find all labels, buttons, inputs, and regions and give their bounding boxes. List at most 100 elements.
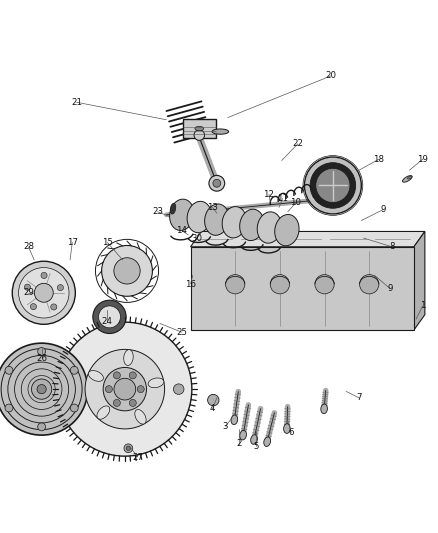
Ellipse shape xyxy=(231,415,238,425)
Ellipse shape xyxy=(407,176,412,179)
Text: 7: 7 xyxy=(357,393,362,402)
Circle shape xyxy=(360,274,379,294)
Text: 8: 8 xyxy=(389,243,395,251)
Circle shape xyxy=(38,423,46,431)
Circle shape xyxy=(25,284,31,290)
Text: 6: 6 xyxy=(289,429,294,438)
Circle shape xyxy=(310,163,356,208)
Text: 25: 25 xyxy=(176,328,187,337)
Text: 12: 12 xyxy=(263,190,275,199)
Ellipse shape xyxy=(283,424,290,433)
Text: 16: 16 xyxy=(185,279,196,288)
Ellipse shape xyxy=(222,207,247,238)
Text: 14: 14 xyxy=(176,226,187,235)
Ellipse shape xyxy=(251,435,258,445)
Circle shape xyxy=(30,304,36,310)
Circle shape xyxy=(37,384,46,394)
Circle shape xyxy=(103,367,146,411)
Circle shape xyxy=(85,350,165,429)
Text: 5: 5 xyxy=(254,441,259,450)
Text: 15: 15 xyxy=(102,238,113,247)
Circle shape xyxy=(102,246,152,296)
Circle shape xyxy=(194,130,205,140)
Text: 18: 18 xyxy=(373,155,385,164)
Ellipse shape xyxy=(257,212,282,243)
Circle shape xyxy=(114,258,140,284)
Text: 9: 9 xyxy=(387,284,392,293)
Circle shape xyxy=(209,175,225,191)
Text: 21: 21 xyxy=(71,98,82,107)
Ellipse shape xyxy=(170,203,176,214)
Text: 22: 22 xyxy=(292,139,304,148)
Ellipse shape xyxy=(264,437,271,447)
Polygon shape xyxy=(191,247,414,330)
Text: 29: 29 xyxy=(23,288,34,297)
Ellipse shape xyxy=(275,214,299,246)
Text: 30: 30 xyxy=(191,233,203,243)
Circle shape xyxy=(173,384,184,394)
Circle shape xyxy=(5,366,13,374)
Text: 11: 11 xyxy=(277,194,288,203)
Ellipse shape xyxy=(124,350,133,366)
Circle shape xyxy=(38,348,46,356)
Circle shape xyxy=(226,274,245,294)
Circle shape xyxy=(304,157,361,214)
Circle shape xyxy=(51,304,57,310)
Text: 3: 3 xyxy=(223,422,228,431)
Circle shape xyxy=(129,399,136,407)
Text: 4: 4 xyxy=(210,405,215,414)
Ellipse shape xyxy=(240,430,247,440)
Text: 1: 1 xyxy=(420,302,425,310)
Circle shape xyxy=(71,404,78,412)
Circle shape xyxy=(106,386,113,393)
Text: 19: 19 xyxy=(417,155,428,164)
Circle shape xyxy=(57,285,64,290)
Text: 2: 2 xyxy=(236,439,241,448)
Text: 10: 10 xyxy=(290,198,301,207)
Circle shape xyxy=(0,343,88,435)
Ellipse shape xyxy=(205,204,229,235)
Circle shape xyxy=(12,261,75,324)
Ellipse shape xyxy=(195,126,204,131)
Ellipse shape xyxy=(240,209,264,240)
Circle shape xyxy=(99,306,120,328)
Ellipse shape xyxy=(148,378,164,387)
Polygon shape xyxy=(414,231,425,330)
Circle shape xyxy=(208,394,219,406)
Circle shape xyxy=(270,274,290,294)
Circle shape xyxy=(32,379,52,399)
Circle shape xyxy=(315,274,334,294)
Text: 17: 17 xyxy=(67,238,78,247)
Circle shape xyxy=(213,179,221,187)
Circle shape xyxy=(124,444,133,453)
Ellipse shape xyxy=(135,409,146,424)
Ellipse shape xyxy=(97,406,110,419)
Circle shape xyxy=(129,372,136,379)
Circle shape xyxy=(113,399,120,407)
Ellipse shape xyxy=(170,199,194,230)
FancyBboxPatch shape xyxy=(183,119,216,138)
Circle shape xyxy=(71,366,78,374)
Text: 13: 13 xyxy=(207,203,218,212)
Ellipse shape xyxy=(403,175,412,182)
Circle shape xyxy=(114,378,136,400)
Ellipse shape xyxy=(88,370,103,381)
Circle shape xyxy=(41,272,47,279)
Text: 20: 20 xyxy=(325,71,336,80)
Text: 26: 26 xyxy=(36,354,47,363)
Circle shape xyxy=(126,446,131,450)
Circle shape xyxy=(93,300,126,334)
Circle shape xyxy=(34,284,53,302)
Text: 9: 9 xyxy=(381,205,386,214)
Text: 23: 23 xyxy=(152,207,163,216)
Ellipse shape xyxy=(212,129,229,134)
Ellipse shape xyxy=(187,201,212,233)
Text: 27: 27 xyxy=(132,453,144,462)
Circle shape xyxy=(18,268,69,318)
Circle shape xyxy=(316,168,350,203)
Circle shape xyxy=(5,404,13,412)
Circle shape xyxy=(113,372,120,379)
Ellipse shape xyxy=(321,404,328,414)
Circle shape xyxy=(137,386,144,393)
Text: 24: 24 xyxy=(102,317,113,326)
